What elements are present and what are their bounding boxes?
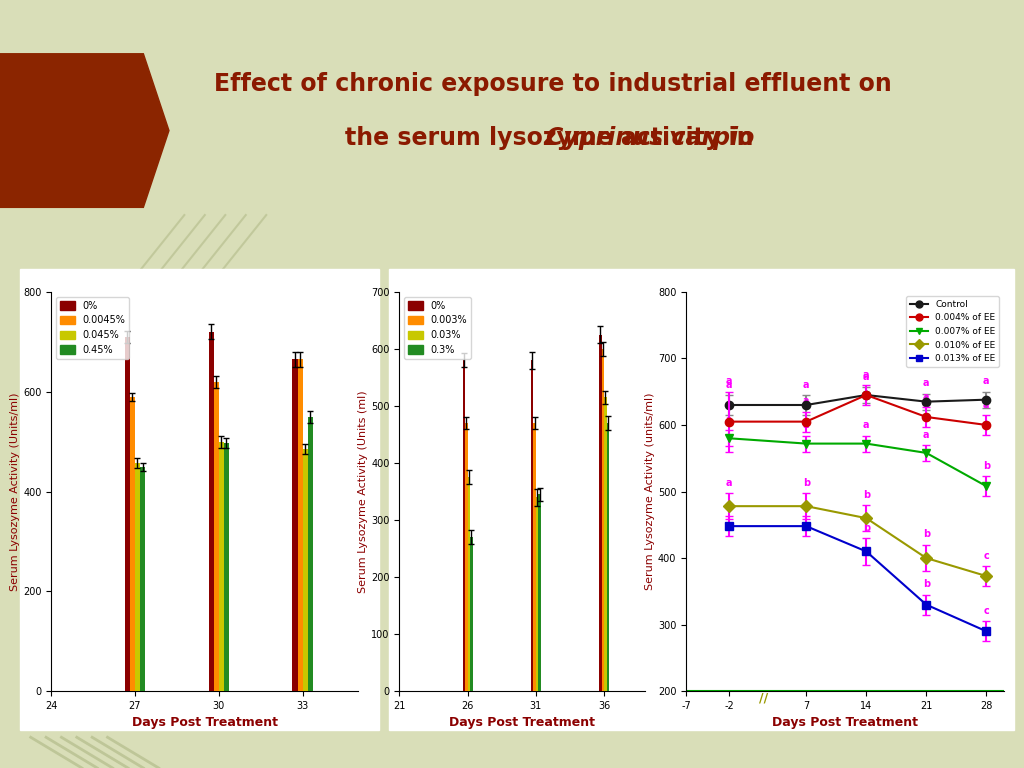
Text: Cyprinus carpio: Cyprinus carpio	[546, 126, 755, 151]
Text: b: b	[803, 501, 810, 511]
Text: a: a	[726, 376, 732, 386]
Bar	[20, 269, 379, 730]
Y-axis label: Serum Lysozyme Activity (Units/ml): Serum Lysozyme Activity (Units/ml)	[10, 392, 20, 591]
Polygon shape	[0, 54, 169, 207]
Y-axis label: Serum Lysozyme Activity (units/ml): Serum Lysozyme Activity (units/ml)	[645, 392, 655, 591]
Bar	[599, 335, 602, 691]
Text: c: c	[983, 551, 989, 561]
Text: a: a	[863, 420, 869, 430]
Text: b: b	[803, 478, 810, 488]
Text: a: a	[726, 478, 732, 488]
Bar	[470, 537, 472, 691]
Text: //: //	[759, 691, 768, 704]
Text: a: a	[923, 392, 930, 402]
Text: a: a	[863, 372, 869, 382]
Bar	[293, 359, 298, 691]
Legend: 0%, 0.0045%, 0.045%, 0.45%: 0%, 0.0045%, 0.045%, 0.45%	[56, 296, 129, 359]
Text: b: b	[923, 529, 930, 539]
Bar	[209, 332, 214, 691]
Bar	[224, 442, 228, 691]
Bar	[666, 269, 1014, 730]
Text: b: b	[923, 579, 930, 589]
Y-axis label: Serum Lysozyme Activity (Units (ml): Serum Lysozyme Activity (Units (ml)	[358, 390, 369, 593]
Text: a: a	[803, 379, 809, 389]
Bar	[307, 416, 312, 691]
Text: a: a	[726, 379, 732, 389]
Text: a: a	[983, 399, 989, 409]
Text: b: b	[862, 523, 869, 533]
Bar	[298, 359, 302, 691]
Bar	[531, 360, 534, 691]
Bar	[219, 442, 224, 691]
Text: a: a	[726, 415, 732, 425]
Text: a: a	[923, 379, 930, 389]
Bar	[536, 497, 539, 691]
Bar	[534, 423, 536, 691]
X-axis label: Days Post Treatment: Days Post Treatment	[132, 717, 278, 730]
X-axis label: Days Post Treatment: Days Post Treatment	[772, 717, 918, 730]
Text: a: a	[983, 376, 989, 386]
Text: a: a	[803, 420, 809, 430]
Bar	[465, 423, 468, 691]
Bar	[606, 423, 609, 691]
Bar	[389, 269, 666, 730]
Text: the serum lysozyme activity in: the serum lysozyme activity in	[345, 126, 761, 151]
Legend: Control, 0.004% of EE, 0.007% of EE, 0.010% of EE, 0.013% of EE: Control, 0.004% of EE, 0.007% of EE, 0.0…	[906, 296, 999, 366]
Bar	[604, 397, 606, 691]
Bar	[468, 477, 470, 691]
Text: a: a	[923, 429, 930, 439]
Text: Effect of chronic exposure to industrial effluent on: Effect of chronic exposure to industrial…	[214, 72, 892, 97]
X-axis label: Days Post Treatment: Days Post Treatment	[450, 717, 595, 730]
Text: a: a	[863, 369, 869, 379]
Bar	[302, 449, 307, 691]
Text: a: a	[726, 501, 732, 511]
Bar	[539, 495, 541, 691]
Text: a: a	[803, 396, 809, 406]
Bar	[135, 462, 140, 691]
Text: b: b	[983, 461, 990, 471]
Bar	[130, 397, 135, 691]
Bar	[125, 337, 130, 691]
Bar	[140, 467, 145, 691]
Bar	[214, 382, 219, 691]
Text: c: c	[983, 606, 989, 616]
Legend: 0%, 0.003%, 0.03%, 0.3%: 0%, 0.003%, 0.03%, 0.3%	[404, 296, 471, 359]
Text: b: b	[862, 489, 869, 499]
Bar	[602, 349, 604, 691]
Bar	[463, 360, 465, 691]
